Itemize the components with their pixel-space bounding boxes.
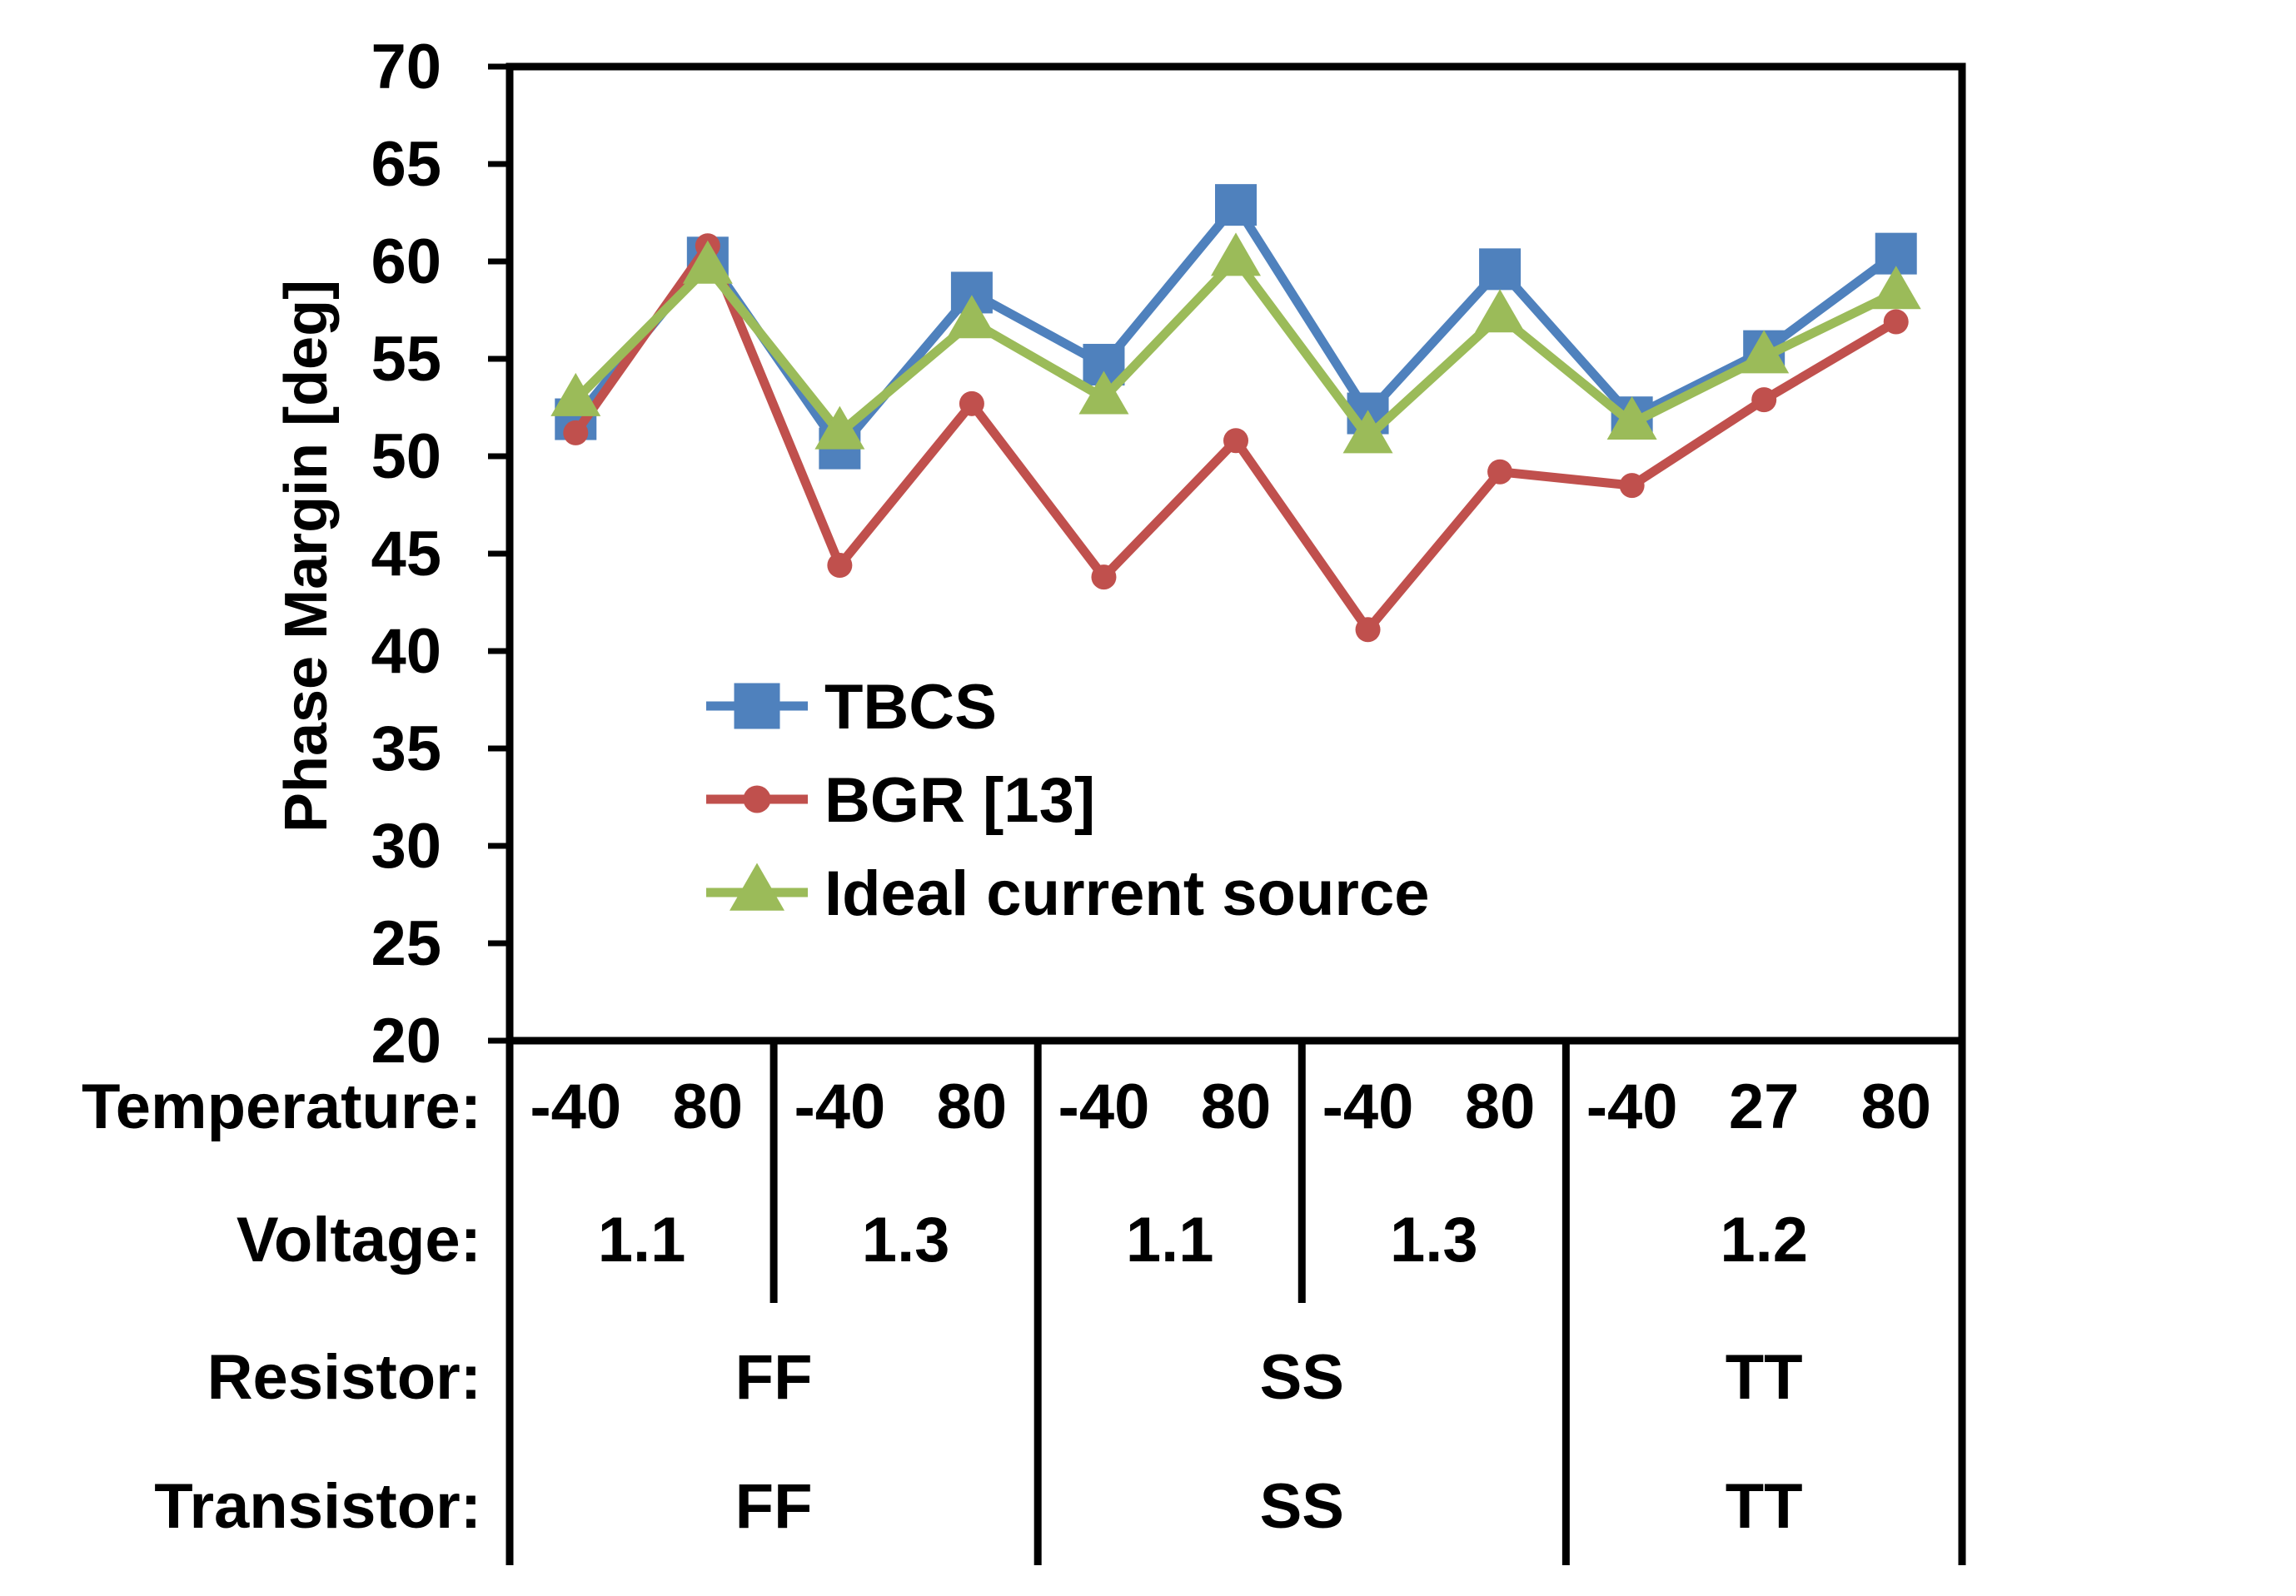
table-cell: 80 bbox=[673, 1071, 744, 1142]
table-cell: TT bbox=[1726, 1471, 1803, 1542]
table-cell: FF bbox=[735, 1342, 813, 1413]
data-point-triangle bbox=[1475, 289, 1526, 333]
table-cell: 1.1 bbox=[1126, 1205, 1214, 1275]
table-row-label: Voltage: bbox=[237, 1205, 481, 1275]
data-point-circle bbox=[1355, 617, 1381, 643]
table-cell: -40 bbox=[1322, 1071, 1414, 1142]
data-point-square bbox=[1479, 248, 1522, 291]
table-cell: 1.1 bbox=[598, 1205, 686, 1275]
table-cell: SS bbox=[1260, 1342, 1344, 1413]
data-point-circle bbox=[959, 390, 984, 416]
data-point-triangle bbox=[946, 295, 997, 339]
y-tick-label: 20 bbox=[371, 1006, 441, 1076]
data-point-triangle bbox=[1606, 395, 1657, 440]
table-cell: 80 bbox=[1201, 1071, 1272, 1142]
y-tick-label: 50 bbox=[371, 421, 441, 492]
table-cell: 27 bbox=[1729, 1071, 1800, 1142]
legend-label: BGR [13] bbox=[824, 765, 1095, 836]
y-tick-label: 70 bbox=[371, 32, 441, 102]
legend-entry: Ideal current source bbox=[706, 858, 1430, 929]
data-point-square bbox=[1215, 184, 1257, 226]
legend: TBCS BGR [13] Ideal current source bbox=[706, 672, 1430, 929]
data-point-triangle bbox=[1078, 370, 1129, 415]
table-row-label: Temperature: bbox=[82, 1071, 481, 1142]
table-cell: -40 bbox=[1058, 1071, 1150, 1142]
data-point-circle bbox=[563, 420, 589, 445]
data-point-circle bbox=[1883, 309, 1909, 335]
table-cell: 1.3 bbox=[862, 1205, 950, 1275]
data-point-circle bbox=[1751, 387, 1777, 413]
table-cell: 80 bbox=[937, 1071, 1008, 1142]
y-axis-ticks: 20 25 30 35 40 45 50 55 60 65 70 bbox=[371, 32, 510, 1076]
table-cell: 1.3 bbox=[1390, 1205, 1478, 1275]
data-point-circle bbox=[827, 553, 853, 579]
table-cell: FF bbox=[735, 1471, 813, 1542]
data-point-circle bbox=[1487, 459, 1513, 485]
series-circle bbox=[563, 233, 1909, 643]
y-tick-label: 35 bbox=[371, 713, 441, 784]
table-cell: -40 bbox=[794, 1071, 885, 1142]
data-point-circle bbox=[1223, 428, 1248, 454]
table-cell: 1.2 bbox=[1720, 1205, 1808, 1275]
data-point-circle bbox=[1619, 473, 1645, 499]
y-tick-label: 40 bbox=[371, 616, 441, 687]
legend-label: Ideal current source bbox=[824, 858, 1430, 929]
table-cell: -40 bbox=[530, 1071, 621, 1142]
table-row-label: Transistor: bbox=[154, 1471, 481, 1542]
table-cell: TT bbox=[1726, 1342, 1803, 1413]
data-point-triangle bbox=[1739, 330, 1790, 374]
data-point-triangle bbox=[1870, 266, 1921, 310]
table-cell: SS bbox=[1260, 1471, 1344, 1542]
series-layer bbox=[550, 184, 1921, 643]
y-axis-label: Phase Margin [deg] bbox=[273, 280, 340, 833]
data-point-triangle bbox=[550, 372, 601, 416]
y-tick-label: 30 bbox=[371, 811, 441, 882]
y-tick-label: 25 bbox=[371, 908, 441, 979]
data-point-triangle bbox=[1211, 232, 1261, 276]
data-point-triangle bbox=[1342, 410, 1393, 454]
table-cell: 80 bbox=[1465, 1071, 1536, 1142]
series-triangle bbox=[550, 232, 1921, 454]
data-point-circle bbox=[1091, 564, 1117, 590]
condition-table: Temperature: -40 80 -40 80 -40 80 -40 80 -40 27 80 V… bbox=[82, 1041, 1966, 1565]
y-tick-label: 55 bbox=[371, 324, 441, 395]
legend-label: TBCS bbox=[824, 672, 997, 743]
data-point-triangle bbox=[814, 405, 865, 450]
legend-entry: TBCS bbox=[706, 672, 997, 743]
data-point-triangle bbox=[730, 863, 784, 911]
table-row-label: Resistor: bbox=[207, 1342, 481, 1413]
data-point-circle bbox=[743, 785, 771, 813]
data-point-triangle bbox=[682, 240, 733, 284]
table-cell: -40 bbox=[1586, 1071, 1678, 1142]
y-tick-label: 65 bbox=[371, 129, 441, 200]
legend-entry: BGR [13] bbox=[706, 765, 1095, 836]
y-tick-label: 45 bbox=[371, 519, 441, 589]
y-tick-label: 60 bbox=[371, 226, 441, 297]
data-point-square bbox=[734, 683, 780, 729]
table-cell: 80 bbox=[1860, 1071, 1931, 1142]
